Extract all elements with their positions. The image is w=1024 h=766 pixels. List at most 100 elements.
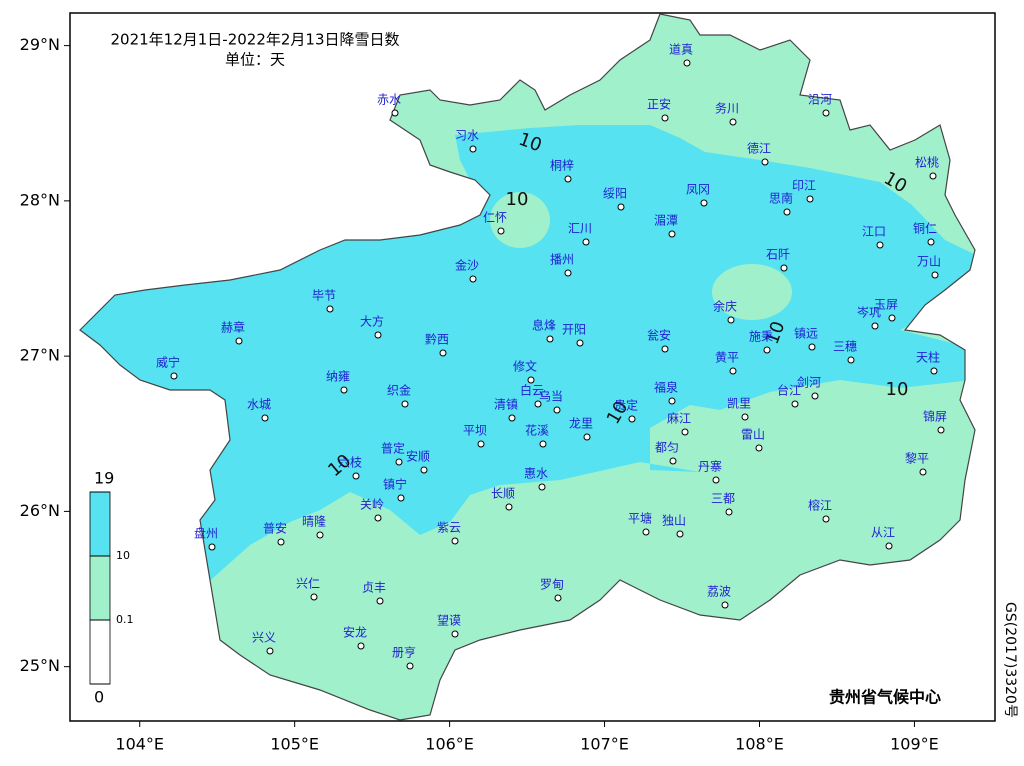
station-marker bbox=[553, 406, 561, 414]
station-marker bbox=[477, 440, 485, 448]
station-marker bbox=[527, 376, 535, 384]
station-label: 沿河 bbox=[808, 93, 832, 107]
station-label: 榕江 bbox=[808, 498, 832, 513]
station-marker bbox=[576, 339, 584, 347]
station-label: 习水 bbox=[455, 129, 479, 143]
station-marker bbox=[791, 400, 799, 408]
station-label: 务川 bbox=[715, 101, 739, 116]
station-label: 纳雍 bbox=[326, 369, 350, 384]
station-label: 金沙 bbox=[455, 258, 479, 273]
station-marker bbox=[261, 414, 269, 422]
station-label: 台江 bbox=[777, 383, 801, 398]
station-label: 德江 bbox=[747, 141, 771, 156]
station-label: 安龙 bbox=[343, 625, 367, 640]
legend-swatch bbox=[89, 619, 111, 685]
station-marker bbox=[683, 59, 691, 67]
legend-swatch bbox=[89, 491, 111, 557]
station-label: 乌当 bbox=[539, 389, 563, 404]
station-label: 江口 bbox=[862, 225, 886, 239]
station-marker bbox=[617, 203, 625, 211]
station-label: 桐梓 bbox=[550, 158, 574, 173]
contour-label: 10 bbox=[506, 189, 529, 210]
station-marker bbox=[316, 531, 324, 539]
station-marker bbox=[497, 227, 505, 235]
station-label: 清镇 bbox=[494, 398, 518, 412]
contour-label: 10 bbox=[886, 379, 909, 400]
station-label: 平塘 bbox=[628, 511, 652, 526]
station-label: 荔波 bbox=[707, 585, 731, 599]
station-marker bbox=[391, 109, 399, 117]
legend-label: 10 bbox=[116, 549, 130, 562]
station-label: 独山 bbox=[662, 514, 686, 528]
y-tick-label: 27°N bbox=[20, 346, 60, 365]
station-label: 绥阳 bbox=[603, 187, 627, 201]
station-label: 天柱 bbox=[916, 350, 940, 365]
station-label: 平坝 bbox=[463, 424, 487, 438]
station-marker bbox=[668, 397, 676, 405]
station-marker bbox=[927, 238, 935, 246]
station-label: 开阳 bbox=[562, 323, 586, 337]
station-marker bbox=[395, 458, 403, 466]
station-marker bbox=[931, 271, 939, 279]
station-marker bbox=[628, 415, 636, 423]
station-marker bbox=[729, 118, 737, 126]
station-label: 播州 bbox=[550, 253, 574, 267]
station-label: 都匀 bbox=[655, 441, 679, 455]
station-label: 黔西 bbox=[425, 332, 449, 347]
station-label: 印江 bbox=[792, 179, 816, 193]
station-marker bbox=[266, 647, 274, 655]
station-label: 织金 bbox=[387, 383, 411, 398]
station-marker bbox=[439, 349, 447, 357]
approval-number: GS(2017)3320号 bbox=[1002, 602, 1018, 718]
station-marker bbox=[170, 372, 178, 380]
station-marker bbox=[755, 444, 763, 452]
station-marker bbox=[681, 428, 689, 436]
station-marker bbox=[420, 466, 428, 474]
station-label: 册亨 bbox=[392, 645, 416, 660]
station-label: 贵定 bbox=[614, 398, 638, 413]
station-label: 万山 bbox=[917, 255, 941, 269]
station-label: 黄平 bbox=[715, 351, 739, 365]
station-label: 道真 bbox=[669, 43, 693, 57]
station-label: 岑巩 bbox=[857, 306, 881, 320]
station-label: 凤冈 bbox=[686, 183, 710, 197]
station-marker bbox=[919, 468, 927, 476]
station-label: 兴仁 bbox=[296, 577, 320, 591]
x-tick-label: 105°E bbox=[270, 735, 319, 754]
station-marker bbox=[546, 335, 554, 343]
band-low-patch bbox=[712, 264, 792, 320]
station-label: 凯里 bbox=[727, 397, 751, 411]
station-marker bbox=[808, 343, 816, 351]
station-marker bbox=[668, 230, 676, 238]
station-marker bbox=[469, 275, 477, 283]
station-marker bbox=[661, 114, 669, 122]
station-marker bbox=[208, 543, 216, 551]
x-tick-label: 106°E bbox=[425, 735, 474, 754]
station-label: 龙里 bbox=[569, 417, 593, 431]
station-marker bbox=[397, 494, 405, 502]
station-label: 施秉 bbox=[749, 330, 773, 344]
station-marker bbox=[847, 356, 855, 364]
station-label: 湄潭 bbox=[654, 214, 678, 228]
station-label: 瓮安 bbox=[647, 328, 671, 343]
station-marker bbox=[930, 367, 938, 375]
station-label: 石阡 bbox=[766, 247, 790, 262]
station-marker bbox=[761, 158, 769, 166]
station-label: 望谟 bbox=[437, 614, 461, 628]
station-marker bbox=[780, 264, 788, 272]
station-marker bbox=[505, 503, 513, 511]
station-marker bbox=[806, 195, 814, 203]
station-marker bbox=[326, 305, 334, 313]
station-marker bbox=[277, 538, 285, 546]
station-label: 麻江 bbox=[667, 411, 691, 426]
station-marker bbox=[564, 175, 572, 183]
legend-label: 0 bbox=[94, 688, 104, 707]
station-marker bbox=[937, 426, 945, 434]
station-marker bbox=[811, 392, 819, 400]
station-label: 长顺 bbox=[491, 487, 515, 501]
station-label: 紫云 bbox=[437, 521, 461, 535]
station-label: 丹寨 bbox=[698, 459, 722, 474]
station-marker bbox=[712, 476, 720, 484]
station-label: 罗甸 bbox=[540, 578, 564, 592]
